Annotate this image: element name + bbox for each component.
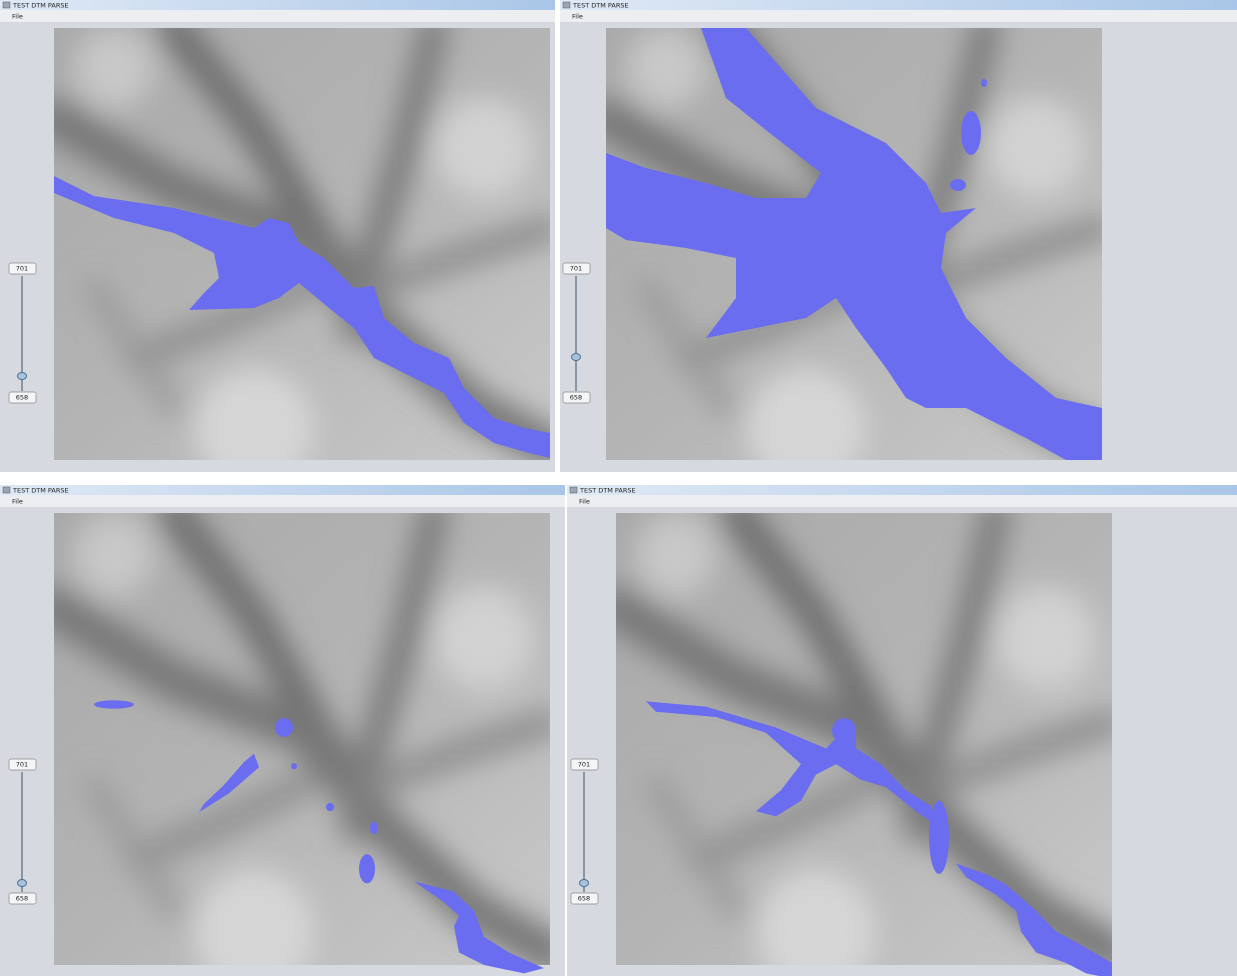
menu-bar (0, 10, 555, 22)
terrain-view (54, 513, 550, 976)
flood-area (370, 822, 378, 835)
menu-item[interactable]: File (12, 498, 23, 506)
window: TEST DTM PARSE File 701 658 (0, 0, 555, 488)
window-title: TEST DTM PARSE (12, 2, 69, 10)
terrain-map (616, 513, 1112, 976)
menu-item[interactable]: File (12, 13, 23, 21)
window-title: TEST DTM PARSE (12, 487, 69, 495)
menu-item[interactable]: File (579, 498, 590, 506)
flood-area (981, 79, 987, 87)
app-icon (3, 2, 10, 8)
flood-area (359, 854, 375, 883)
window: TEST DTM PARSE File 701 658 (567, 485, 1237, 976)
window-title: TEST DTM PARSE (579, 487, 636, 495)
flood-area (291, 763, 297, 769)
slider-min-label: 658 (16, 895, 28, 903)
title-bar (560, 0, 1237, 10)
slider-min-label: 658 (578, 895, 590, 903)
menu-bar (560, 10, 1237, 22)
menu-bar (567, 495, 1237, 507)
flood-area (275, 718, 293, 737)
terrain-view (606, 28, 1102, 488)
slider-min-label: 658 (16, 394, 28, 402)
flood-area (950, 179, 966, 191)
slider-max-label: 701 (16, 761, 28, 769)
terrain-map (54, 513, 550, 976)
window: TEST DTM PARSE File 701 658 (560, 0, 1237, 488)
flood-area (94, 700, 134, 708)
menu-item[interactable]: File (572, 13, 583, 21)
flood-area (929, 801, 949, 874)
window-title: TEST DTM PARSE (572, 2, 629, 10)
slider-thumb[interactable] (18, 373, 27, 380)
title-bar (0, 0, 555, 10)
slider-max-label: 701 (16, 265, 28, 273)
title-bar (567, 485, 1237, 495)
flood-area (832, 718, 856, 743)
screen: TEST DTM PARSE File 701 658 TEST DTM PARSE Fi… (0, 0, 1237, 976)
title-bar (0, 485, 565, 495)
slider-max-label: 701 (570, 265, 582, 273)
menu-bar (0, 495, 565, 507)
slider-min-label: 658 (570, 394, 582, 402)
window: TEST DTM PARSE File 701 658 (0, 485, 565, 976)
slider-thumb[interactable] (572, 354, 581, 361)
slider-max-label: 701 (578, 761, 590, 769)
terrain-view (616, 513, 1112, 976)
app-icon (570, 487, 577, 493)
app-icon (3, 487, 10, 493)
flood-area (326, 803, 334, 811)
slider-thumb[interactable] (18, 880, 27, 887)
terrain-view (54, 28, 550, 488)
slider-thumb[interactable] (580, 880, 589, 887)
app-icon (563, 2, 570, 8)
flood-area (961, 111, 981, 155)
